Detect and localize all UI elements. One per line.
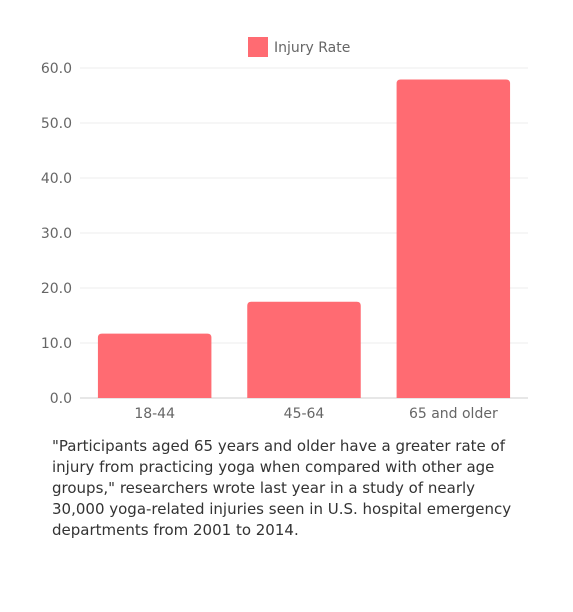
y-tick-label: 10.0 [41,336,72,352]
y-tick-label: 40.0 [41,171,72,187]
bar-18-44[interactable] [97,333,212,398]
y-tick-label: 50.0 [41,116,72,132]
y-tick-label: 60.0 [41,61,72,77]
x-tick-label: 65 and older [409,406,498,422]
bar-chart: Injury Rate 0.010.020.030.040.050.060.0 … [41,37,528,422]
legend-label-injury-rate: Injury Rate [274,40,350,56]
y-tick-label: 20.0 [41,281,72,297]
bar-65-and-older[interactable] [396,79,511,399]
x-tick-label: 45-64 [284,406,325,422]
x-axis-tick-labels: 18-44 45-64 65 and older [134,406,498,422]
x-tick-label: 18-44 [134,406,175,422]
bars [97,79,511,399]
legend-swatch [248,37,268,57]
chart-legend[interactable]: Injury Rate [248,37,350,57]
bar-45-64[interactable] [247,301,361,398]
y-tick-label: 30.0 [41,226,72,242]
y-tick-label: 0.0 [50,391,72,407]
y-axis-tick-labels: 0.0 10.0 20.0 30.0 40.0 50.0 60.0 [41,61,72,407]
chart-caption: "Participants aged 65 years and older ha… [52,437,512,539]
